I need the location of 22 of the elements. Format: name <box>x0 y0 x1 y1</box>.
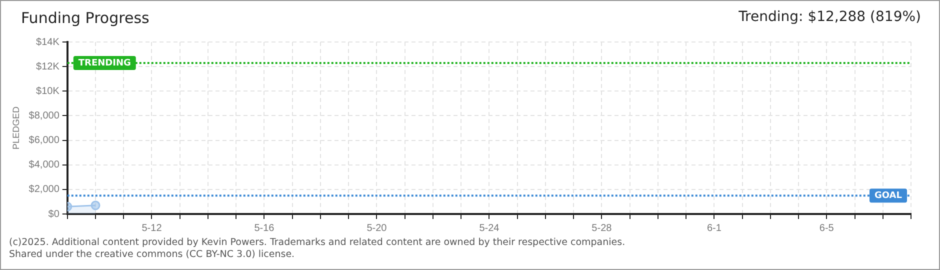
ref-line-label: GOAL <box>874 190 902 201</box>
y-tick-label: $2,000 <box>28 184 60 196</box>
y-tick-label: $0 <box>48 208 60 220</box>
x-tick-label: 6-1 <box>706 222 722 234</box>
x-tick-label: 5-16 <box>254 222 275 234</box>
x-tick-label: 5-12 <box>142 222 162 234</box>
text: Trending: $12,288 (819%) <box>738 9 921 25</box>
y-tick-label: $8,000 <box>28 110 60 122</box>
y-axis-title: PLEDGED <box>10 106 21 150</box>
text: (c)2025. Additional content provided by Kevin Powers. Trademarks and related content are owned by their respective companies. <box>9 237 626 249</box>
text: Shared under the creative commons (CC BY-NC 3.0) license. <box>9 249 296 261</box>
x-tick-label: 6-5 <box>819 222 834 234</box>
ref-line-label: TRENDING <box>78 58 131 68</box>
x-tick-label: 5-24 <box>479 222 500 234</box>
y-tick-label: $4,000 <box>28 160 60 171</box>
y-tick-label: $12K <box>36 61 60 72</box>
x-tick-label: 5-20 <box>366 222 388 234</box>
y-tick-label: $14K <box>36 36 60 48</box>
x-tick-label: 5-28 <box>592 222 612 234</box>
chart-title: Funding Progress <box>21 9 150 27</box>
y-tick-label: $10K <box>36 86 60 97</box>
y-tick-label: $6,000 <box>28 135 60 146</box>
